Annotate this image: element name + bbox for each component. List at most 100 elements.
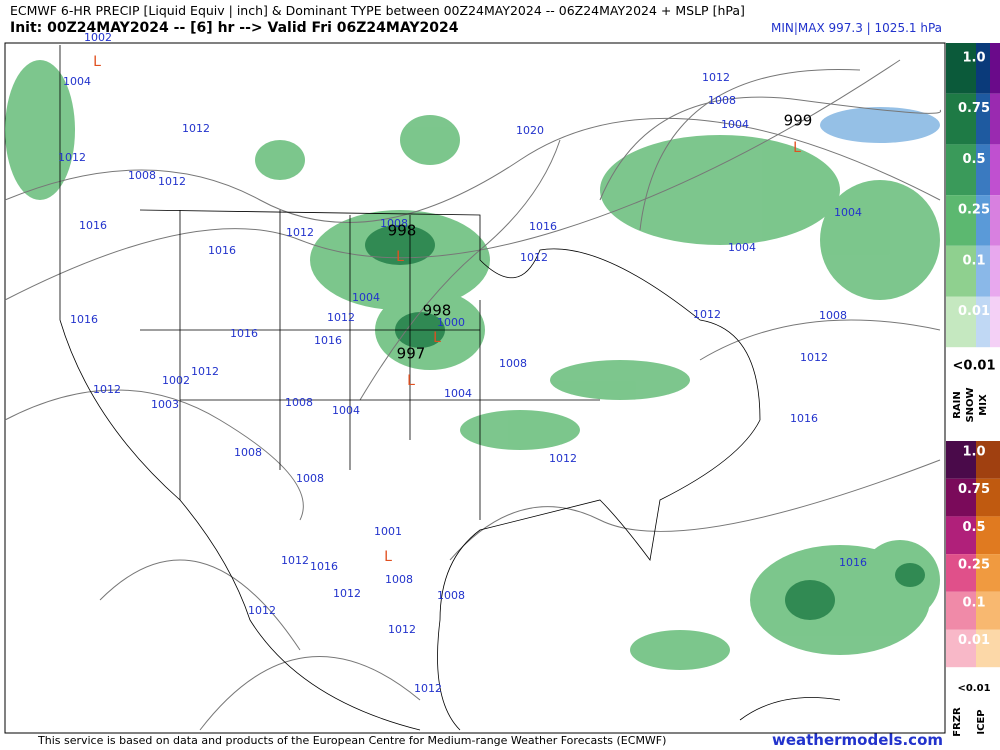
rain-tick: 0.75 (958, 101, 990, 116)
rain-swatch (946, 144, 976, 196)
rain-tick: 0.5 (962, 152, 985, 167)
isobar-label: 1012 (286, 226, 314, 239)
precip-type: MIX (978, 394, 989, 416)
isobar-label: 1012 (58, 151, 86, 164)
mix-swatch (990, 195, 1000, 246)
title: ECMWF 6-HR PRECIP [Liquid Equiv | inch] … (10, 3, 745, 18)
icep-swatch (976, 629, 1000, 668)
low-marker: L (93, 54, 101, 70)
isobar-label: 1004 (332, 404, 360, 417)
isobar-label: 1008 (437, 589, 465, 602)
isobar-label: 1008 (819, 309, 847, 322)
ice-tick: 0.5 (962, 520, 985, 535)
isobar-label: 1012 (414, 682, 442, 695)
isobar-label: 1004 (63, 75, 91, 88)
frzr-swatch (946, 554, 976, 592)
icep-swatch (976, 591, 1000, 630)
isobar-label: 1008 (708, 94, 736, 107)
rain-swatch (946, 296, 976, 348)
mix-swatch (990, 43, 1000, 94)
rain-tick: 0.01 (958, 304, 990, 319)
isobar-label: 1008 (285, 396, 313, 409)
low-marker: L (384, 549, 392, 565)
rain-tick: 1.0 (962, 51, 985, 66)
isobar-label: 1012 (281, 554, 309, 567)
isobar-label: 1008 (296, 472, 324, 485)
isobar-label: 1012 (158, 175, 186, 188)
icep-swatch (976, 478, 1000, 517)
pressure-center: 998 (388, 222, 417, 240)
rain-swatch (946, 43, 976, 94)
isobar-label: 1012 (800, 351, 828, 364)
isobar-label: 1016 (310, 560, 338, 573)
rain-tick: 0.1 (962, 253, 985, 268)
isobar-label: 1012 (693, 308, 721, 321)
ice-tick: 0.25 (958, 558, 990, 573)
rain-tick: 0.25 (958, 203, 990, 218)
ice-type: ICEP (976, 709, 987, 734)
snow-swatch (976, 296, 990, 348)
ice-tick: 0.75 (958, 482, 990, 497)
pressure-center: 999 (784, 112, 813, 130)
min-max: MIN|MAX 997.3 | 1025.1 hPa (771, 21, 942, 35)
rain-swatch (946, 195, 976, 246)
ice-type: FRZR (952, 707, 963, 737)
isobar-label: 1016 (790, 412, 818, 425)
isobar-label: 1016 (230, 327, 258, 340)
snow-swatch (976, 195, 990, 246)
site[interactable]: weathermodels.com (772, 731, 943, 749)
subtitle: Init: 00Z24MAY2024 -- [6] hr --> Valid F… (10, 20, 459, 36)
ice-below: <0.01 (957, 683, 990, 694)
isobar-label: 1012 (702, 71, 730, 84)
ice-tick: 0.01 (958, 633, 990, 648)
mix-swatch (990, 296, 1000, 348)
isobar-label: 1012 (520, 251, 548, 264)
low-marker: L (396, 249, 404, 265)
pressure-center: 997 (397, 345, 426, 363)
isobar-label: 1012 (248, 604, 276, 617)
isobar-label: 1020 (516, 124, 544, 137)
isobar-label: 1008 (234, 446, 262, 459)
isobars (4, 59, 942, 731)
isobar-label: 1012 (549, 452, 577, 465)
isobar-label: 1016 (314, 334, 342, 347)
isobar-label: 1012 (333, 587, 361, 600)
isobar-label: 1012 (182, 122, 210, 135)
isobar-label: 1000 (437, 316, 465, 329)
ice-tick: 0.1 (962, 595, 985, 610)
isobar-label: 1008 (385, 573, 413, 586)
precip-type: RAIN (952, 391, 963, 419)
isobar-label: 1001 (374, 525, 402, 538)
isobar-label: 1004 (721, 118, 749, 131)
isobar-label: 1004 (444, 387, 472, 400)
rain-swatch (946, 93, 976, 145)
isobar-label: 1003 (151, 398, 179, 411)
borders (59, 45, 841, 731)
mix-swatch (990, 93, 1000, 145)
frzr-swatch (946, 591, 976, 630)
snow-swatch (976, 144, 990, 196)
snow-swatch (976, 43, 990, 94)
isobar-label: 1012 (327, 311, 355, 324)
low-marker: L (407, 373, 415, 389)
precip-type: SNOW (965, 387, 976, 422)
isobar-label: 1008 (380, 217, 408, 230)
isobar-label: 1012 (191, 365, 219, 378)
isobar-label: 1016 (70, 313, 98, 326)
isobar-label: 1004 (728, 241, 756, 254)
frzr-swatch (946, 441, 976, 479)
credit: This service is based on data and produc… (37, 734, 666, 747)
snow-swatch (976, 93, 990, 145)
isobar-label: 1016 (529, 220, 557, 233)
ice-tick: 1.0 (962, 445, 985, 460)
frzr-swatch (946, 478, 976, 517)
frzr-swatch (946, 629, 976, 668)
low-marker: L (793, 140, 801, 156)
icep-swatch (976, 441, 1000, 479)
isobar-label: 1008 (128, 169, 156, 182)
isobar-label: 1016 (839, 556, 867, 569)
icep-swatch (976, 554, 1000, 592)
isobar-label: 1016 (79, 219, 107, 232)
